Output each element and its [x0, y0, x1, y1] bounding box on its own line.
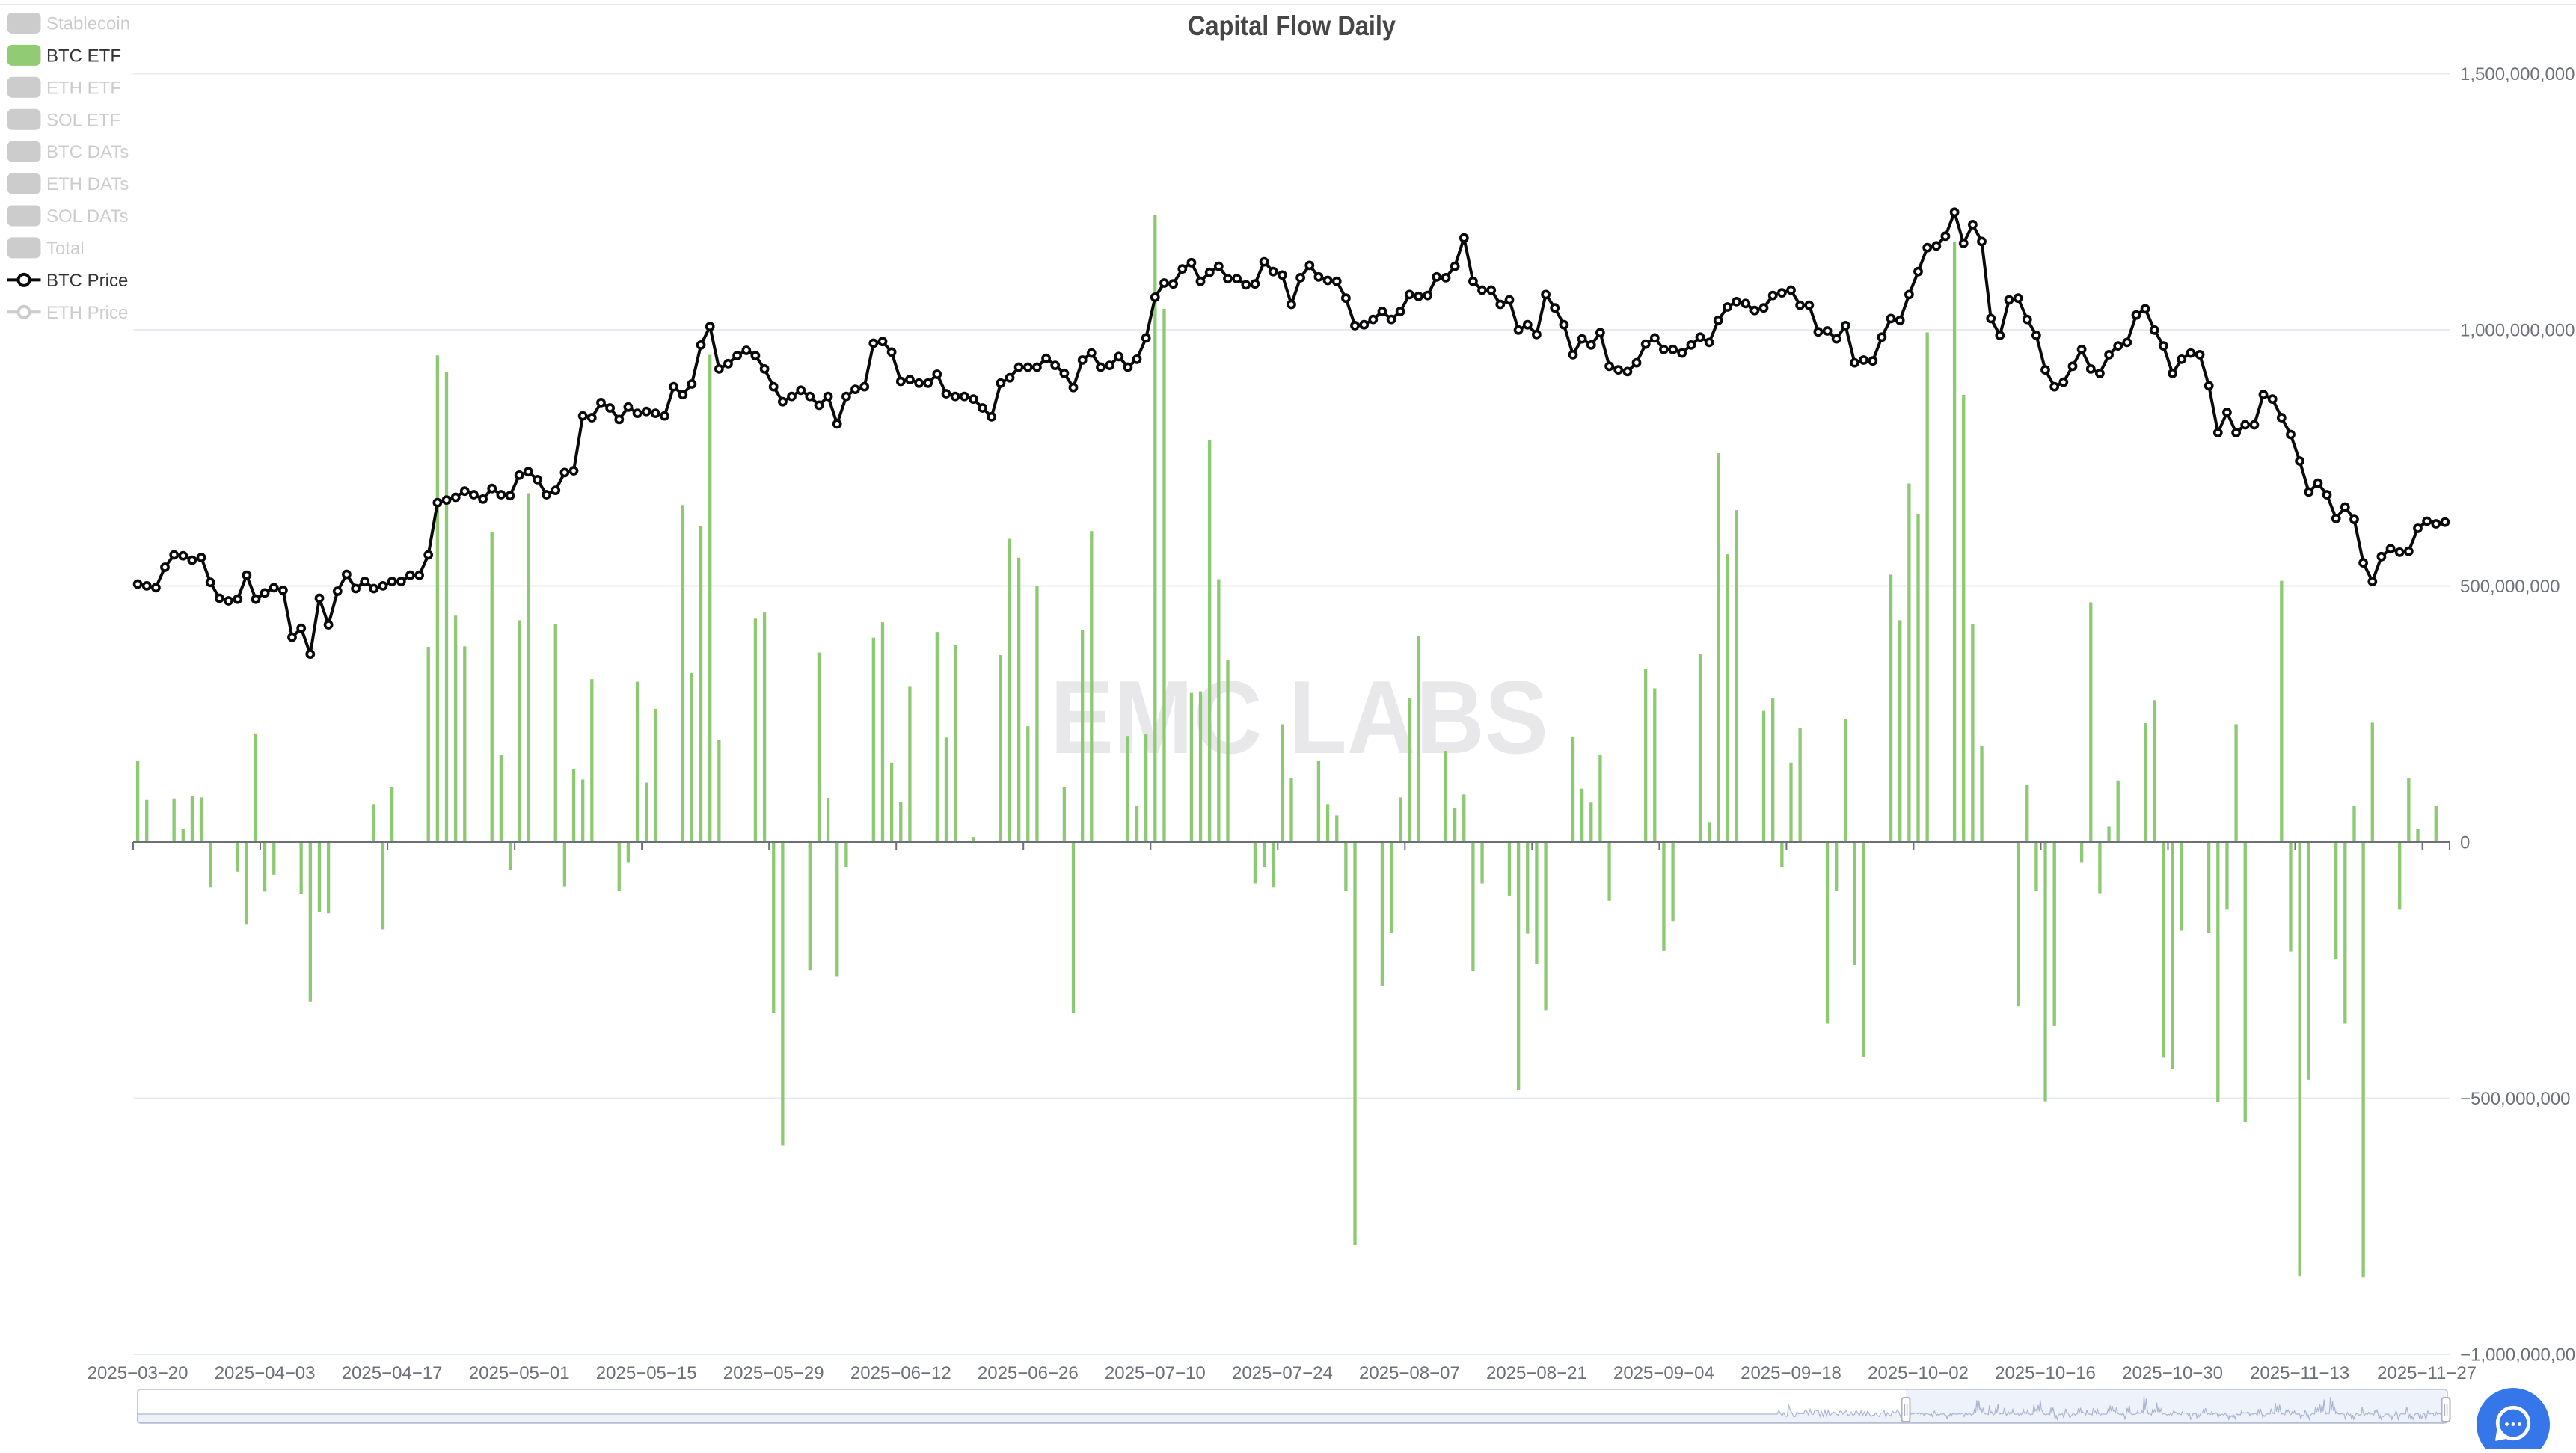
svg-text:2025−09−04: 2025−09−04: [1613, 1363, 1714, 1383]
svg-text:2025−05−01: 2025−05−01: [469, 1363, 570, 1383]
svg-text:2025−06−12: 2025−06−12: [850, 1363, 951, 1383]
svg-text:ETH DATs: ETH DATs: [46, 174, 129, 194]
svg-text:Stablecoin: Stablecoin: [46, 14, 130, 34]
svg-text:0: 0: [2460, 833, 2470, 853]
svg-text:2025−05−15: 2025−05−15: [596, 1363, 697, 1383]
svg-text:−500,000,000: −500,000,000: [2460, 1089, 2570, 1109]
svg-text:2025−08−07: 2025−08−07: [1359, 1363, 1460, 1383]
svg-text:2025−08−21: 2025−08−21: [1486, 1363, 1587, 1383]
svg-text:2025−04−17: 2025−04−17: [342, 1363, 443, 1383]
svg-text:−1,000,000,000: −1,000,000,000: [2460, 1345, 2576, 1366]
svg-text:1,500,000,000: 1,500,000,000: [2460, 64, 2575, 85]
svg-text:EMC LABS: EMC LABS: [1050, 660, 1548, 775]
svg-text:2025−10−16: 2025−10−16: [1995, 1363, 2096, 1383]
svg-text:ETH Price: ETH Price: [46, 303, 128, 323]
svg-text:2025−11−13: 2025−11−13: [2250, 1363, 2349, 1383]
svg-text:2025−04−03: 2025−04−03: [215, 1363, 316, 1383]
svg-text:Capital Flow Daily: Capital Flow Daily: [1188, 10, 1396, 41]
svg-text:SOL DATs: SOL DATs: [46, 206, 128, 227]
svg-text:BTC Price: BTC Price: [46, 271, 128, 291]
svg-text:2025−06−26: 2025−06−26: [978, 1363, 1079, 1383]
svg-text:2025−10−02: 2025−10−02: [1868, 1363, 1969, 1383]
svg-text:2025−11−27: 2025−11−27: [2377, 1363, 2477, 1383]
svg-text:Total: Total: [46, 239, 85, 259]
svg-text:2025−07−10: 2025−07−10: [1105, 1363, 1206, 1383]
svg-text:2025−10−30: 2025−10−30: [2122, 1363, 2223, 1383]
svg-text:2025−03−20: 2025−03−20: [88, 1363, 188, 1383]
svg-text:2025−09−18: 2025−09−18: [1741, 1363, 1841, 1383]
svg-text:BTC ETF: BTC ETF: [46, 46, 121, 66]
svg-text:500,000,000: 500,000,000: [2460, 577, 2560, 597]
svg-text:SOL ETF: SOL ETF: [46, 110, 120, 130]
svg-text:1,000,000,000: 1,000,000,000: [2460, 321, 2575, 341]
svg-text:BTC DATs: BTC DATs: [46, 142, 129, 162]
svg-text:ETH ETF: ETH ETF: [46, 78, 121, 98]
svg-text:2025−07−24: 2025−07−24: [1232, 1363, 1333, 1383]
svg-text:2025−05−29: 2025−05−29: [723, 1363, 824, 1383]
